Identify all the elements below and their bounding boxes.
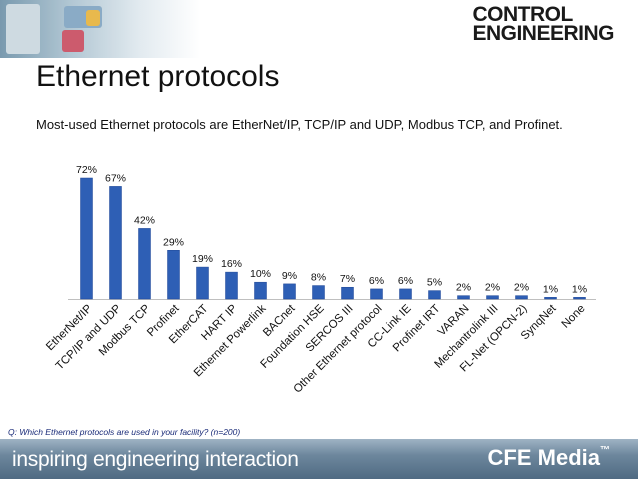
bar-13 bbox=[428, 290, 441, 300]
survey-question-footnote: Q: Which Ethernet protocols are used in … bbox=[8, 427, 241, 437]
data-label-7: 10% bbox=[250, 268, 271, 280]
bar-2 bbox=[109, 186, 122, 300]
data-label-6: 16% bbox=[221, 258, 242, 270]
bar-7 bbox=[254, 281, 267, 300]
data-label-9: 8% bbox=[311, 272, 326, 284]
cfe-media-brand: CFE Media bbox=[487, 445, 600, 470]
bar-5 bbox=[196, 266, 209, 300]
data-label-14: 2% bbox=[456, 282, 471, 294]
component-photo bbox=[62, 30, 84, 52]
data-label-11: 6% bbox=[369, 275, 384, 287]
slide-subtitle: Most-used Ethernet protocols are EtherNe… bbox=[36, 117, 563, 132]
data-label-10: 7% bbox=[340, 273, 355, 285]
bar-17 bbox=[544, 297, 557, 300]
data-label-15: 2% bbox=[485, 282, 500, 294]
bar-14 bbox=[457, 295, 470, 300]
bar-16 bbox=[515, 295, 528, 300]
control-engineering-logo: CONTROL ENGINEERING bbox=[472, 3, 614, 45]
footer-banner: inspiring engineering interaction CFE Me… bbox=[0, 439, 638, 479]
data-label-1: 72% bbox=[76, 164, 97, 176]
bar-8 bbox=[283, 283, 296, 300]
bar-4 bbox=[167, 250, 180, 300]
data-label-3: 42% bbox=[134, 214, 155, 226]
data-label-2: 67% bbox=[105, 172, 126, 184]
data-label-4: 29% bbox=[163, 236, 184, 248]
bar-11 bbox=[370, 288, 383, 300]
bar-12 bbox=[399, 288, 412, 300]
data-label-8: 9% bbox=[282, 270, 297, 282]
data-label-17: 1% bbox=[543, 283, 558, 295]
bar-10 bbox=[341, 286, 354, 300]
bar-15 bbox=[486, 295, 499, 300]
cfe-media-logo: CFE Media™ bbox=[488, 445, 610, 471]
engineer-photo bbox=[6, 4, 40, 54]
data-label-12: 6% bbox=[398, 275, 413, 287]
header-photo-banner bbox=[0, 0, 200, 58]
data-label-18: 1% bbox=[572, 283, 587, 295]
trademark-symbol: ™ bbox=[600, 445, 610, 456]
data-label-16: 2% bbox=[514, 282, 529, 294]
slide-title: Ethernet protocols bbox=[36, 60, 280, 93]
logo-line-1: CONTROL bbox=[472, 3, 573, 26]
footer-tagline: inspiring engineering interaction bbox=[12, 448, 299, 471]
bar-9 bbox=[312, 285, 325, 300]
category-label-18: None bbox=[560, 303, 588, 331]
bar-18 bbox=[573, 297, 586, 300]
logo-line-2: ENGINEERING bbox=[472, 22, 614, 45]
bar-6 bbox=[225, 271, 238, 300]
data-label-13: 5% bbox=[427, 277, 442, 289]
bar-3 bbox=[138, 228, 151, 300]
data-label-5: 19% bbox=[192, 253, 213, 265]
bar-1 bbox=[80, 177, 93, 300]
gear-photo bbox=[86, 10, 100, 26]
